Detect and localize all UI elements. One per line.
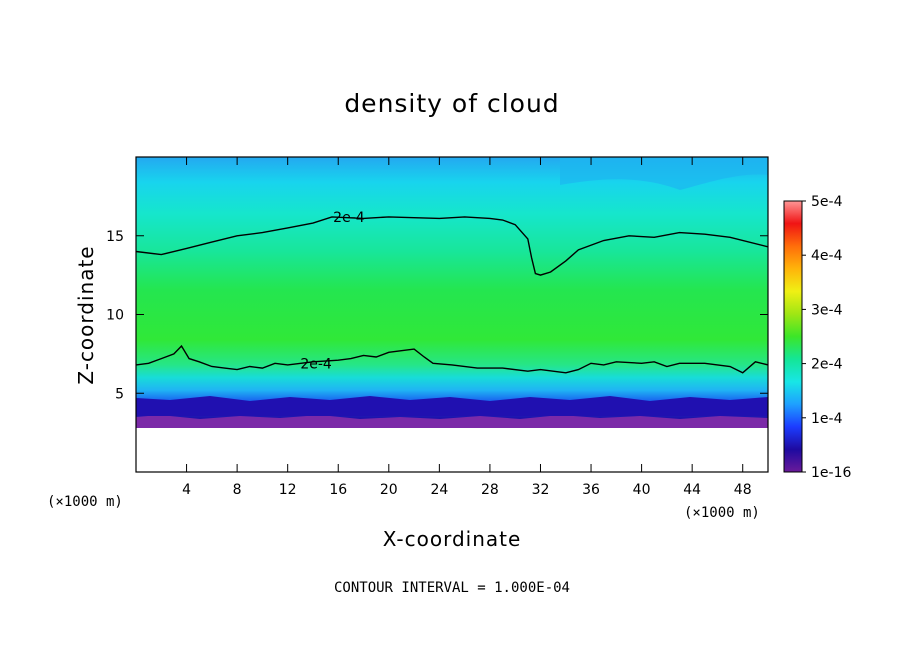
- colorbar-tick-label: 1e-4: [811, 411, 843, 427]
- x-unit-left: (×1000 m): [47, 494, 123, 510]
- y-axis-label: Z-coordinate: [74, 245, 98, 384]
- x-tick-label: 48: [734, 482, 752, 498]
- x-ticks: 4 8 12 16 20 24 28 32 36 40 44 48: [182, 157, 752, 498]
- contour-interval-note: CONTOUR INTERVAL = 1.000E-04: [334, 580, 570, 596]
- x-tick-label: 36: [582, 482, 600, 498]
- chart-title: density of cloud: [344, 89, 559, 118]
- colorbar-tick-label: 2e-4: [811, 357, 843, 373]
- y-tick-label: 5: [115, 386, 124, 402]
- x-tick-label: 4: [182, 482, 191, 498]
- colorbar-frame: [783, 200, 803, 473]
- x-unit-right: (×1000 m): [684, 505, 760, 521]
- cloud-base-dark: [136, 396, 768, 416]
- contour-label-2: 2e-4: [300, 356, 332, 372]
- colorbar-tick-label: 4e-4: [811, 248, 843, 264]
- x-tick-label: 32: [532, 482, 550, 498]
- x-tick-label: 12: [279, 482, 297, 498]
- y-tick-label: 10: [106, 308, 124, 324]
- cloud-base-band: [136, 415, 768, 428]
- x-tick-label: 44: [683, 482, 701, 498]
- x-tick-label: 8: [233, 482, 242, 498]
- upper-dip: [560, 157, 768, 190]
- x-tick-label: 16: [329, 482, 347, 498]
- colorbar-ticks: 1e-16 1e-4 2e-4 3e-4 4e-4 5e-4: [802, 194, 851, 481]
- y-tick-label: 15: [106, 229, 124, 245]
- contour-label-1: 2e-4: [333, 210, 365, 226]
- x-tick-label: 24: [430, 482, 448, 498]
- colorbar-tick-label: 3e-4: [811, 302, 843, 318]
- colorbar-fill: [784, 201, 802, 472]
- colorbar-tick-label: 1e-16: [811, 465, 851, 481]
- colorbar-tick-label: 5e-4: [811, 194, 843, 210]
- y-ticks: 5 10 15: [106, 229, 768, 402]
- x-tick-label: 40: [633, 482, 651, 498]
- x-tick-label: 28: [481, 482, 499, 498]
- density-field: [136, 157, 768, 472]
- colorbar: 1e-16 1e-4 2e-4 3e-4 4e-4 5e-4: [783, 194, 851, 481]
- field-below-cloud: [136, 428, 768, 472]
- contour-line-1: [136, 216, 768, 276]
- x-tick-label: 20: [380, 482, 398, 498]
- x-axis-label: X-coordinate: [383, 527, 522, 551]
- contour-layer: 2e-4 2e-4: [136, 210, 768, 374]
- contour-line-2: [136, 344, 768, 374]
